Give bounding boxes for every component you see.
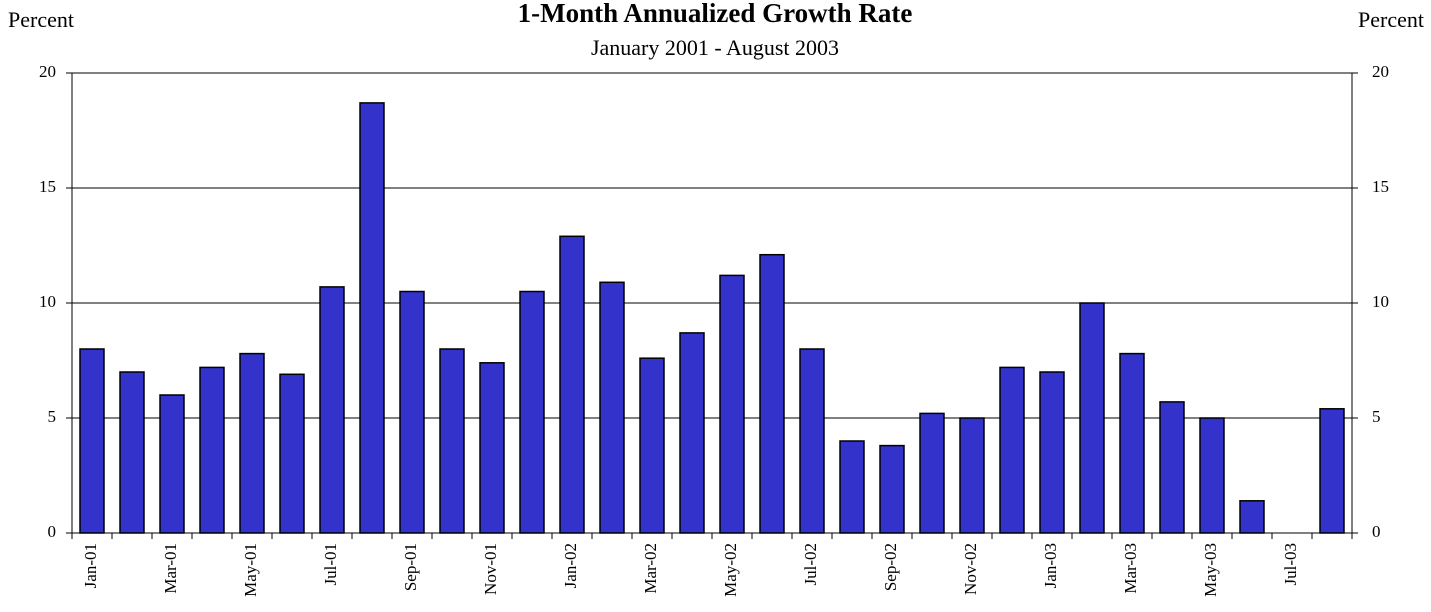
- chart-title: 1-Month Annualized Growth Rate: [518, 0, 913, 28]
- x-tick-label: May-03: [1201, 543, 1220, 597]
- x-tick-label: Jul-01: [321, 543, 340, 586]
- bar: [159, 394, 185, 534]
- y2-axis-label: Percent: [1358, 7, 1424, 32]
- bar: [319, 286, 345, 534]
- y-tick-label: 5: [48, 407, 57, 426]
- y-axis-label: Percent: [8, 7, 74, 32]
- y2-tick-label: 5: [1372, 407, 1381, 426]
- x-tick-label: Jan-02: [561, 543, 580, 588]
- bar: [1079, 302, 1105, 534]
- bar: [1199, 417, 1225, 534]
- bar: [999, 366, 1025, 534]
- bar: [1119, 352, 1145, 534]
- bar: [799, 348, 825, 534]
- x-tick-label: Jul-03: [1281, 543, 1300, 586]
- bar: [1039, 371, 1065, 534]
- bar: [679, 332, 705, 534]
- bar: [839, 440, 865, 534]
- bar: [399, 290, 425, 534]
- bar: [239, 352, 265, 534]
- x-tick-label: Nov-01: [481, 543, 500, 595]
- bar: [79, 348, 105, 534]
- x-tick-label: May-02: [721, 543, 740, 597]
- x-tick-label: Sep-02: [881, 543, 900, 591]
- bar: [959, 417, 985, 534]
- x-tick-label: Nov-02: [961, 543, 980, 595]
- bar: [519, 290, 545, 534]
- y2-tick-label: 20: [1372, 62, 1389, 81]
- bar: [439, 348, 465, 534]
- x-tick-label: May-01: [241, 543, 260, 597]
- x-tick-label: Sep-01: [401, 543, 420, 591]
- y2-tick-label: 10: [1372, 292, 1389, 311]
- x-tick-label: Jan-03: [1041, 543, 1060, 588]
- bar: [719, 274, 745, 534]
- x-tick-label: Jan-01: [81, 543, 100, 588]
- y-tick-label: 0: [48, 522, 57, 541]
- y-tick-label: 20: [39, 62, 56, 81]
- x-tick-label: Mar-03: [1121, 543, 1140, 594]
- bar: [279, 373, 305, 534]
- bar: [199, 366, 225, 534]
- bar: [1159, 401, 1185, 534]
- bar: [1239, 500, 1265, 534]
- bar: [479, 362, 505, 534]
- bar: [559, 235, 585, 534]
- bar: [919, 412, 945, 534]
- bar: [879, 444, 905, 534]
- bar: [119, 371, 145, 534]
- x-tick-label: Mar-01: [161, 543, 180, 594]
- y2-tick-label: 15: [1372, 177, 1389, 196]
- x-tick-label: Mar-02: [641, 543, 660, 594]
- y-tick-label: 10: [39, 292, 56, 311]
- bar: [599, 281, 625, 534]
- bar: [639, 357, 665, 534]
- bar: [759, 253, 785, 534]
- bar: [1319, 408, 1345, 534]
- bar: [359, 102, 385, 534]
- x-tick-label: Jul-02: [801, 543, 820, 586]
- y2-tick-label: 0: [1372, 522, 1381, 541]
- y-tick-label: 15: [39, 177, 56, 196]
- chart-subtitle: January 2001 - August 2003: [591, 35, 839, 60]
